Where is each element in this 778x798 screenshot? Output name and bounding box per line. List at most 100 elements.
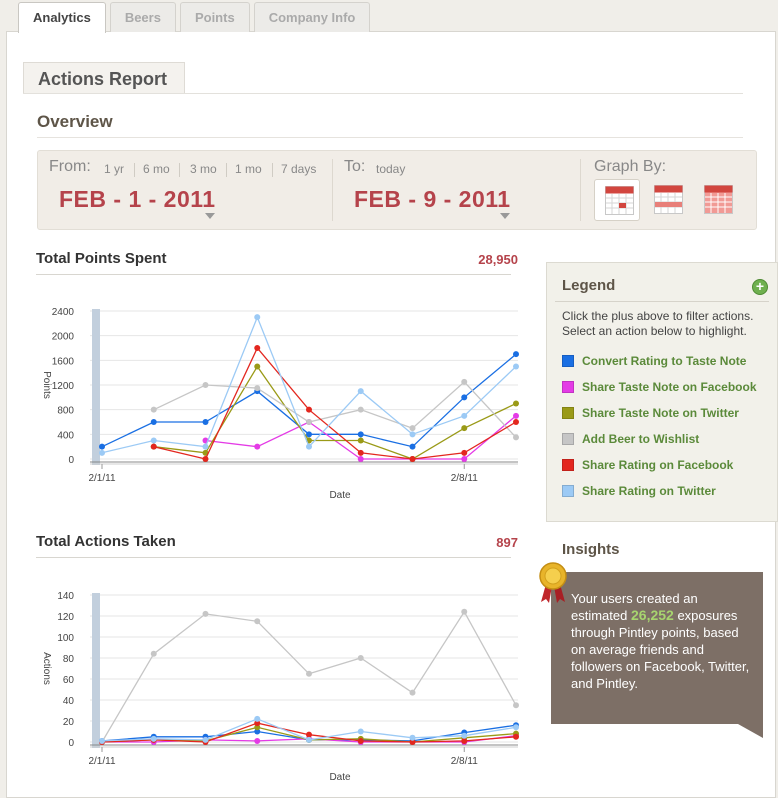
range-link-7days[interactable]: 7 days [281, 162, 317, 176]
points-chart-title: Total Points Spent [36, 250, 167, 267]
plus-icon[interactable]: + [752, 279, 768, 295]
chevron-down-icon[interactable] [500, 213, 510, 219]
data-point [409, 689, 416, 696]
graph-by-day-button[interactable] [594, 179, 640, 221]
x-tick-label: 2/8/11 [451, 756, 478, 767]
legend-help-text: Click the plus above to filter actions. … [562, 309, 754, 338]
data-point [409, 425, 416, 432]
insights-title: Insights [562, 541, 620, 558]
legend-item-share-rating-twitter[interactable]: Share Rating on Twitter [562, 484, 716, 498]
data-point [357, 388, 364, 395]
date-divider [332, 159, 333, 221]
range-link-1mo[interactable]: 1 mo [235, 162, 262, 176]
data-point [150, 443, 157, 450]
legend-item-label: Convert Rating to Taste Note [582, 354, 747, 368]
overview-divider [37, 137, 743, 138]
data-point [461, 412, 468, 419]
insights-text-post: exposures through Pintley points, based … [571, 608, 750, 691]
series-line [101, 610, 517, 743]
date-range-panel: From: 1 yr 6 mo 3 mo 1 mo 7 days FEB - 1… [37, 150, 757, 230]
series-line [153, 365, 517, 460]
data-point [357, 431, 364, 438]
graph-by-week-button[interactable] [644, 179, 690, 221]
insights-exposures-number: 26,252 [631, 607, 674, 623]
actions-chart-title: Total Actions Taken [36, 533, 176, 550]
data-point [99, 449, 105, 456]
data-point [202, 419, 209, 425]
legend-item-share-note-twitter[interactable]: Share Taste Note on Twitter [562, 406, 739, 420]
legend-item-share-rating-facebook[interactable]: Share Rating on Facebook [562, 458, 733, 472]
series-line [153, 346, 517, 460]
tab-analytics[interactable]: Analytics [18, 2, 106, 33]
data-point [306, 419, 312, 425]
legend-title: Legend [562, 277, 616, 294]
overview-heading: Overview [37, 112, 113, 131]
data-point [254, 314, 261, 321]
legend-item-convert-rating[interactable]: Convert Rating to Taste Note [562, 354, 746, 368]
legend-item-share-note-facebook[interactable]: Share Taste Note on Facebook [562, 380, 757, 394]
data-point [461, 378, 468, 385]
range-highlight [92, 593, 100, 748]
legend-item-label: Add Beer to Wishlist [582, 432, 700, 446]
tab-beers[interactable]: Beers [109, 2, 176, 32]
data-point [357, 449, 364, 456]
range-highlight [92, 309, 100, 465]
y-tick-label: 60 [63, 675, 75, 686]
y-tick-label: 140 [57, 591, 74, 602]
range-link-1yr[interactable]: 1 yr [104, 162, 125, 176]
data-point [513, 434, 519, 441]
data-point [461, 732, 468, 739]
to-date-picker[interactable]: FEB - 9 - 2011 [354, 186, 511, 212]
data-point [99, 443, 105, 450]
tab-points[interactable]: Points [179, 2, 250, 32]
link-separator [272, 163, 273, 177]
data-point [202, 443, 209, 450]
calendar-day-icon [605, 186, 634, 215]
points-total: 28,950 [478, 252, 518, 267]
data-point [306, 431, 312, 438]
data-point [461, 608, 468, 615]
legend-item-add-wishlist[interactable]: Add Beer to Wishlist [562, 432, 699, 446]
tab-company-info[interactable]: Company Info [253, 2, 371, 32]
y-tick-label: 2400 [52, 307, 75, 318]
link-separator [134, 163, 135, 177]
report-title-tab[interactable]: Actions Report [23, 62, 185, 94]
graph-by-label: Graph By: [594, 158, 667, 175]
data-point [254, 385, 261, 392]
y-tick-label: 0 [68, 455, 74, 466]
data-point [461, 456, 468, 462]
graph-by-month-button[interactable] [694, 179, 740, 221]
legend-swatch [562, 485, 574, 497]
legend-swatch [562, 459, 574, 471]
y-axis-title: Points [41, 371, 52, 399]
x-tick-label: 2/8/11 [451, 473, 478, 484]
from-date-picker[interactable]: FEB - 1 - 2011 [59, 186, 216, 212]
range-link-6mo[interactable]: 6 mo [143, 162, 170, 176]
data-point [409, 456, 416, 462]
data-point [513, 412, 519, 419]
points-divider [36, 274, 511, 275]
y-tick-label: 1200 [52, 381, 75, 392]
insights-text: Your users created an estimated 26,252 e… [571, 590, 751, 692]
range-link-today[interactable]: today [376, 162, 406, 176]
data-point [254, 728, 261, 735]
data-point [306, 736, 312, 743]
data-point [150, 419, 157, 425]
data-point [409, 739, 416, 745]
legend-swatch [562, 407, 574, 419]
range-link-3mo[interactable]: 3 mo [190, 162, 217, 176]
data-point [306, 406, 312, 413]
data-point [254, 715, 261, 722]
data-point [357, 728, 364, 735]
to-label: To: [344, 158, 366, 175]
data-point [150, 406, 157, 413]
chevron-down-icon[interactable] [205, 213, 215, 219]
x-tick-label: 2/1/11 [88, 756, 115, 767]
data-point [306, 670, 312, 677]
legend-item-label: Share Rating on Twitter [582, 484, 716, 498]
calendar-week-icon [654, 185, 683, 214]
report-divider [23, 93, 743, 94]
main-tabs: Analytics Beers Points Company Info [18, 2, 371, 33]
data-point [513, 419, 519, 425]
y-tick-label: 800 [57, 406, 74, 417]
